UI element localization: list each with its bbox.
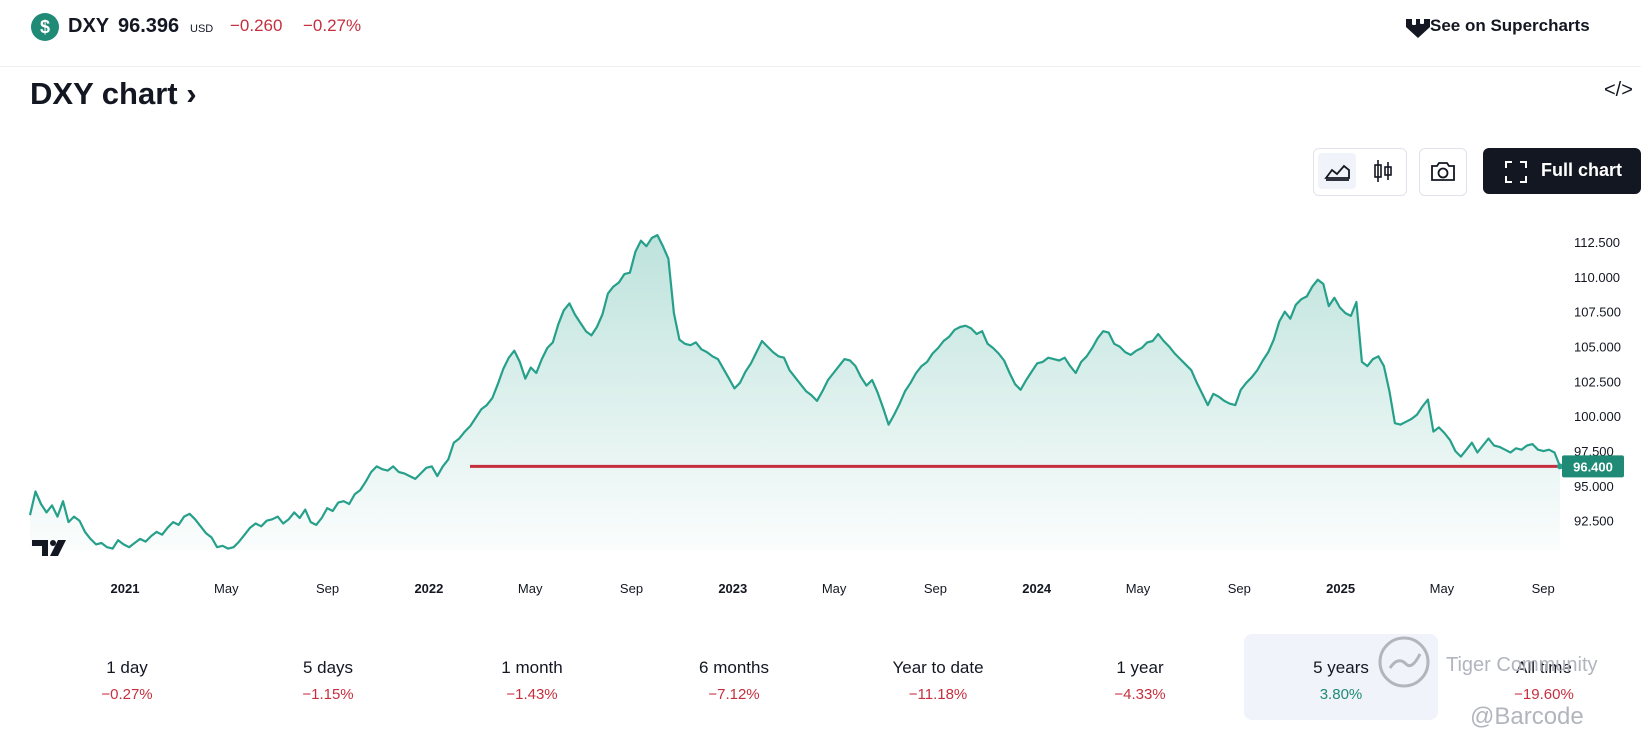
period-change: −1.15% xyxy=(302,686,354,703)
currency-label: USD xyxy=(190,23,214,35)
period-label: All time xyxy=(1516,658,1572,677)
period-label: 5 years xyxy=(1313,658,1369,677)
period-change: −4.33% xyxy=(1114,686,1166,703)
y-tick-label: 100.000 xyxy=(1574,409,1621,424)
price-line xyxy=(28,234,1562,550)
x-tick-label: May xyxy=(822,581,847,596)
x-tick-label: 2024 xyxy=(1022,581,1052,596)
symbol-name[interactable]: DXY xyxy=(68,15,110,37)
y-tick-label: 102.500 xyxy=(1574,374,1621,389)
full-chart-label: Full chart xyxy=(1541,160,1623,180)
watermark-text: Tiger Community xyxy=(1446,654,1598,676)
period-6-months[interactable]: 6 months −7.12% xyxy=(654,640,814,720)
last-price: 96.396 xyxy=(118,15,180,37)
tiger-community-logo-icon xyxy=(1378,636,1430,688)
last-value-label: 96.400 xyxy=(1573,459,1613,474)
period-5-days[interactable]: 5 days −1.15% xyxy=(248,640,408,720)
snapshot-button[interactable] xyxy=(1419,148,1467,196)
period-5-years[interactable]: 5 years 3.80% xyxy=(1244,634,1438,720)
dollar-icon: $ xyxy=(31,13,59,41)
price-change: −0.260 xyxy=(230,16,283,35)
x-tick-label: 2021 xyxy=(111,581,140,596)
chart-style-toggle xyxy=(1313,148,1407,196)
x-tick-label: Sep xyxy=(924,581,947,596)
tradingview-bull-icon xyxy=(1406,14,1430,38)
x-tick-label: 2025 xyxy=(1326,581,1355,596)
fullscreen-icon xyxy=(1505,161,1527,183)
last-value-badge xyxy=(1562,455,1624,478)
y-tick-label: 97.500 xyxy=(1574,444,1614,459)
area-chart-icon xyxy=(1324,164,1350,181)
period-1-year[interactable]: 1 year −4.33% xyxy=(1060,640,1220,720)
y-tick-label: 105.000 xyxy=(1574,340,1621,355)
see-on-supercharts-link[interactable]: See on Supercharts xyxy=(1430,16,1590,35)
period-all-time[interactable]: All time −19.60% xyxy=(1464,640,1624,720)
period-change: −19.60% xyxy=(1514,686,1574,703)
embed-code-icon[interactable]: </> xyxy=(1604,79,1633,101)
period-year-to-date[interactable]: Year to date −11.18% xyxy=(858,640,1018,720)
period-selector: 1 day −0.27% 5 days −1.15% 1 month −1.43… xyxy=(0,634,1641,740)
y-tick-label: 95.000 xyxy=(1574,479,1614,494)
last-point xyxy=(1557,463,1563,470)
period-1-day[interactable]: 1 day −0.27% xyxy=(47,640,207,720)
x-tick-label: May xyxy=(1430,581,1455,596)
x-tick-label: Sep xyxy=(316,581,339,596)
x-tick-label: May xyxy=(1126,581,1151,596)
price-chart[interactable]: 112.500 110.000 107.500 105.000 102.500 100.0… xyxy=(0,200,1641,610)
x-tick-label: Sep xyxy=(1228,581,1251,596)
period-change: −7.12% xyxy=(708,686,760,703)
area-chart-button[interactable] xyxy=(1318,153,1356,189)
candlestick-button[interactable] xyxy=(1364,153,1402,189)
period-change: 3.80% xyxy=(1319,686,1363,703)
period-change: −0.27% xyxy=(101,686,153,703)
tradingview-logo-icon xyxy=(32,540,66,556)
x-tick-label: May xyxy=(214,581,239,596)
price-change-percent: −0.27% xyxy=(303,16,362,35)
period-label: 5 days xyxy=(302,658,354,677)
period-1-month[interactable]: 1 month −1.43% xyxy=(452,640,612,720)
period-label: 1 month xyxy=(501,658,563,677)
x-tick-label: May xyxy=(518,581,543,596)
period-label: 1 day xyxy=(106,658,148,677)
x-tick-label: Sep xyxy=(1532,581,1555,596)
y-tick-label: 107.500 xyxy=(1574,305,1621,320)
top-bar: $ DXY 96.396 USD −0.260 −0.27% See on Su… xyxy=(0,0,1641,67)
full-chart-button[interactable]: Full chart xyxy=(1483,148,1641,194)
period-change: −1.43% xyxy=(506,686,558,703)
x-tick-label: 2022 xyxy=(414,581,443,596)
price-area-fill xyxy=(30,235,1560,550)
period-label: 6 months xyxy=(699,658,769,677)
x-tick-label: Sep xyxy=(620,581,643,596)
x-tick-label: 2023 xyxy=(718,581,747,596)
y-tick-label: 92.500 xyxy=(1574,514,1614,529)
y-tick-label: 110.000 xyxy=(1574,270,1620,285)
camera-icon xyxy=(1431,162,1455,181)
period-change: −11.18% xyxy=(908,686,968,703)
period-label: 1 year xyxy=(1116,658,1164,677)
watermark-handle: @Barcode xyxy=(1470,703,1584,730)
y-tick-label: 112.500 xyxy=(1574,235,1620,250)
candlestick-icon xyxy=(1374,160,1392,182)
period-label: Year to date xyxy=(892,658,984,677)
chart-title-link[interactable]: DXY chart › xyxy=(30,76,197,111)
